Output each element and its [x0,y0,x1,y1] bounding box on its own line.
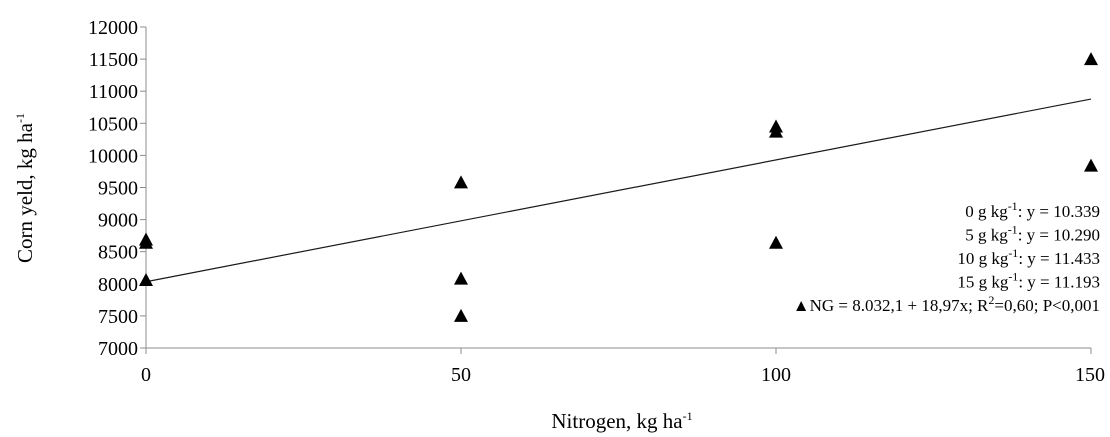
annotation-sup: -1 [1008,199,1018,213]
data-point [454,308,468,322]
y-tick-label: 11500 [89,49,138,71]
x-tick-label: 100 [761,364,791,386]
annotation-text: 15 g kg [957,273,1009,292]
y-tick-label: 10000 [88,145,138,167]
annotation-text: : y = 11.193 [1018,273,1100,292]
x-axis-title-text: Nitrogen, kg ha [551,409,683,433]
x-axis-title-sup: -1 [683,409,693,423]
annotation-text: ▲NG = 8.032,1 + 18,97x; R [793,296,989,315]
y-tick-label: 11000 [89,81,138,103]
annotation-text: : y = 10.339 [1018,202,1100,221]
annotation-line: 10 g kg-1: y = 11.433 [957,246,1100,268]
annotation-text: =0,60; P<0,001 [994,296,1100,315]
y-tick-label: 9500 [98,178,138,200]
y-tick-label: 9000 [98,210,138,232]
y-tick-label: 8500 [98,242,138,264]
annotation-line: 5 g kg-1: y = 10.290 [965,223,1100,245]
annotation-text: 5 g kg [965,226,1008,245]
trendline [145,98,1092,283]
data-points [139,52,1098,322]
data-point [454,271,468,285]
data-point [139,272,153,286]
data-point [454,175,468,189]
annotation-text: : y = 11.433 [1018,249,1100,268]
y-axis-title: Corn yeld, kg ha-1 [13,113,37,263]
y-tick-label: 12000 [88,17,138,39]
y-axis-ticks: 7000 7500 8000 8500 9000 9500 10000 10500 11000 1… [88,17,146,360]
data-point [139,235,153,249]
y-tick-label: 10500 [88,113,138,135]
data-point [769,235,783,249]
data-point [1084,52,1098,66]
annotation-line: 0 g kg-1: y = 10.339 [965,199,1100,221]
y-tick-label: 7500 [98,306,138,328]
annotation-text: 10 g kg [957,249,1009,268]
x-axis-title: Nitrogen, kg ha-1 [551,409,692,433]
x-axis-ticks: 0 50 100 150 [141,348,1105,386]
y-axis-title-sup: -1 [13,113,27,123]
annotation-sup: -1 [1008,246,1018,260]
x-tick-label: 150 [1075,364,1105,386]
y-axis-title-text: Corn yeld, kg ha [13,122,37,263]
annotation-text: 0 g kg [965,202,1008,221]
annotation-sup: -1 [1008,223,1018,237]
annotation-sup: -1 [1008,270,1018,284]
annotation-sup: 2 [988,293,994,307]
y-tick-label: 8000 [98,274,138,296]
data-point [769,124,783,138]
annotation-line: 15 g kg-1: y = 11.193 [957,270,1100,292]
annotation-text: : y = 10.290 [1018,226,1100,245]
data-point [1084,158,1098,172]
x-tick-label: 50 [451,364,471,386]
x-tick-label: 0 [141,364,151,386]
y-tick-label: 7000 [98,338,138,360]
annotation-line: ▲NG = 8.032,1 + 18,97x; R2=0,60; P<0,001 [793,293,1100,315]
